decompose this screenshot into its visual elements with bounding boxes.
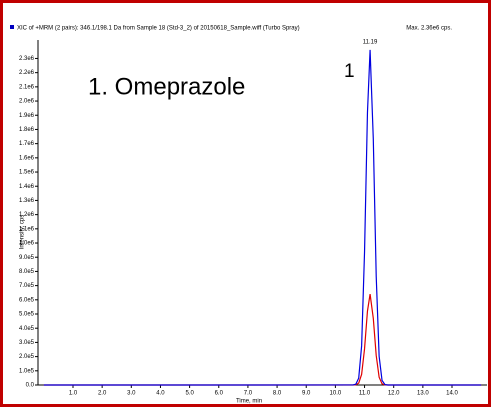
y-tick-label: 0.0 (26, 383, 35, 389)
x-tick-label: 10.0 (330, 391, 342, 397)
x-tick-label: 11.0 (359, 391, 371, 397)
x-tick-label: 1.0 (69, 391, 78, 397)
peak-time-label: 11.19 (363, 40, 378, 46)
y-tick-label: 8.0e5 (19, 269, 35, 275)
y-tick-label: 7.0e5 (19, 283, 35, 289)
x-tick-label: 2.0 (98, 391, 107, 397)
y-axis-title: Intensity, cps (20, 215, 26, 250)
y-tick-label: 2.2e6 (19, 70, 35, 76)
y-tick-label: 4.0e5 (19, 326, 35, 332)
y-tick-label: 1.9e6 (19, 113, 35, 119)
y-tick-label: 2.3e6 (19, 56, 35, 62)
trace-line (43, 49, 482, 386)
y-tick-label: 1.5e6 (19, 170, 35, 176)
y-tick-label: 6.0e5 (19, 297, 35, 303)
y-tick-label: 9.0e5 (19, 255, 35, 261)
x-tick-label: 7.0 (244, 391, 253, 397)
y-tick-label: 2.0e5 (19, 354, 35, 360)
max-label: Max. 2.36e6 cps. (406, 26, 452, 32)
x-tick-label: 12.0 (388, 391, 400, 397)
x-tick-label: 3.0 (127, 391, 136, 397)
x-tick-label: 14.0 (446, 391, 458, 397)
y-tick-label: 1.8e6 (19, 127, 35, 133)
x-tick-label: 6.0 (215, 391, 224, 397)
x-axis-title: Time, min (236, 399, 262, 405)
y-tick-label: 1.1e6 (19, 226, 35, 232)
y-tick-label: 1.0e6 (19, 241, 35, 247)
y-tick-label: 1.4e6 (19, 184, 35, 190)
trace-line (43, 294, 482, 386)
y-tick-label: 1.0e5 (19, 368, 35, 374)
y-tick-label: 1.3e6 (19, 198, 35, 204)
x-tick-label: 4.0 (156, 391, 165, 397)
peak-number: 1 (344, 61, 355, 82)
annotation: 1. Omeprazole (88, 73, 245, 100)
y-tick-label: 1.2e6 (19, 212, 35, 218)
x-tick-label: 5.0 (185, 391, 194, 397)
y-tick-label: 2.1e6 (19, 84, 35, 90)
y-tick-label: 5.0e5 (19, 312, 35, 318)
y-tick-label: 2.0e6 (19, 99, 35, 105)
x-tick-label: 13.0 (417, 391, 429, 397)
x-tick-label: 8.0 (273, 391, 282, 397)
y-tick-label: 1.7e6 (19, 141, 35, 147)
y-tick-label: 3.0e5 (19, 340, 35, 346)
x-tick-label: 9.0 (302, 391, 311, 397)
trace-icon (10, 25, 14, 29)
y-tick-label: 1.6e6 (19, 155, 35, 161)
header: XIC of +MRM (2 pairs): 346.1/198.1 Da fr… (17, 26, 300, 32)
